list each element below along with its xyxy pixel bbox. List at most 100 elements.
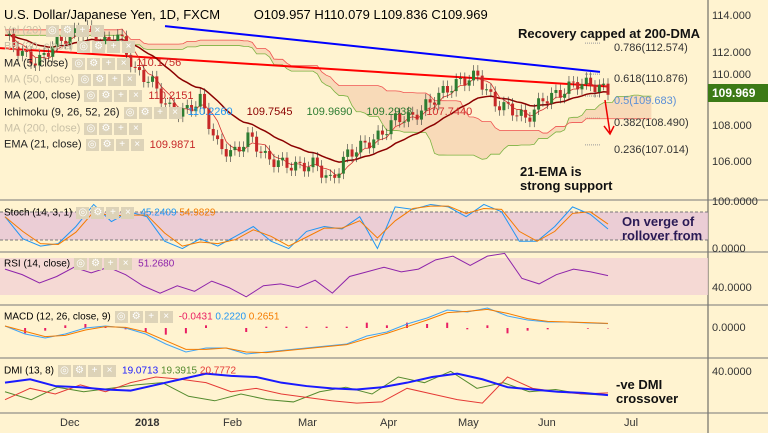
dmi-minus-line [4,376,609,404]
dmi-label[interactable]: DMI (13, 8) [4,365,55,377]
candle-body [337,173,341,178]
close-icon[interactable]: × [130,139,144,152]
eye-icon[interactable]: ◎ [72,57,86,70]
ichimoku-span-a [5,34,652,160]
indicator-value: 110.2151 [148,89,194,102]
candle-body [29,51,33,64]
candle-body [376,130,380,140]
gear-icon[interactable]: ⚙ [99,90,113,103]
indicator-label[interactable]: BB (20, close) [4,40,74,53]
indicator-value: 109.2938 [366,105,413,118]
close-icon[interactable]: × [168,106,182,119]
rsi-legend: RSI (14, close) ◎ ⚙ + × 51.2680 [4,258,175,270]
indicator-label[interactable]: MA (200, close) [4,89,81,102]
close-icon[interactable]: × [117,57,131,70]
gear-icon[interactable]: ⚙ [60,25,74,37]
stoch-label[interactable]: Stoch (14, 3, 1) [4,207,73,219]
close-icon[interactable]: × [129,122,143,135]
rsi-label[interactable]: RSI (14, close) [4,258,71,270]
stoch-axis-100: 100.0000 [712,196,758,208]
indicator-buttons[interactable]: ◎ ⚙ + × [78,73,138,86]
indicator-label[interactable]: MA (200, close) [4,122,81,135]
gear-icon[interactable]: ⚙ [138,106,152,119]
close-icon[interactable]: × [123,73,137,86]
eye-icon[interactable]: ◎ [123,106,137,119]
date-axis-label: Apr [380,417,398,429]
indicator-buttons[interactable]: ◎ ⚙ + × [84,122,144,135]
candle-body [532,109,536,122]
eye-icon[interactable]: ◎ [84,122,98,135]
indicator-buttons[interactable]: ◎ ⚙ + × [72,57,132,70]
candle-body [298,161,302,163]
close-icon[interactable]: × [122,41,136,54]
candle-body [476,70,480,76]
plus-icon[interactable]: + [115,139,129,152]
indicator-buttons[interactable]: ◎ ⚙ + × [77,40,137,54]
plus-icon[interactable]: + [108,73,122,86]
date-axis-label: 2018 [135,417,160,429]
macd-legend: MACD (12, 26, close, 9) ◎ ⚙ + × -0.0431 0.222… [4,311,280,323]
candle-body [576,82,580,90]
macd-label[interactable]: MACD (12, 26, close, 9) [4,311,111,323]
candle-body [150,76,154,82]
gear-icon[interactable]: ⚙ [99,122,113,135]
indicator-row: Vol (20) ◎ ⚙ + × [4,24,110,37]
candle-body [511,103,515,116]
candle-body [194,106,198,112]
candle-body [550,92,554,104]
candle-body [268,150,272,160]
plus-icon[interactable]: + [114,122,128,135]
symbol-title[interactable]: U.S. Dollar/Japanese Yen, 1D, FXCM [4,7,221,22]
date-axis-label: Jun [538,417,556,429]
rsi-value: 51.2680 [138,258,175,270]
candle-body [524,109,528,118]
candle-body [415,114,419,120]
candle-body [242,146,246,152]
candle-body [185,105,189,109]
plus-icon[interactable]: + [102,57,116,70]
candle-body [263,150,267,153]
candle-body [485,89,489,91]
candle-body [515,115,519,117]
candle-body [281,157,285,161]
candle-body [224,149,228,157]
eye-icon[interactable]: ◎ [45,25,59,37]
macd-signal-value: 0.2651 [248,311,280,323]
gear-icon[interactable]: ⚙ [87,57,101,70]
indicator-buttons[interactable]: ◎ ⚙ + × [84,89,144,103]
candle-body [72,28,76,34]
close-icon[interactable]: × [129,90,143,103]
indicator-label[interactable]: MA (50, close) [4,73,75,86]
candle-body [168,102,172,104]
eye-icon[interactable]: ◎ [85,139,99,152]
candle-body [320,165,324,178]
close-icon[interactable]: × [90,25,104,37]
candle-body [64,40,68,45]
indicator-label[interactable]: MA (5, close) [4,57,69,69]
plus-icon[interactable]: + [153,106,167,119]
gear-icon[interactable]: ⚙ [100,139,114,152]
plus-icon[interactable]: + [107,41,121,54]
gear-icon[interactable]: ⚙ [93,73,107,86]
candle-body [68,33,72,45]
indicator-label[interactable]: EMA (21, close) [4,138,82,151]
indicator-label[interactable]: Vol (20) [4,24,42,37]
eye-icon[interactable]: ◎ [84,90,98,103]
plus-icon[interactable]: + [75,25,89,37]
stoch-axis-0: 0.0000 [712,243,746,255]
gear-icon[interactable]: ⚙ [92,41,106,54]
candle-body [137,67,141,71]
plus-icon[interactable]: + [114,90,128,103]
candle-body [398,113,402,123]
eye-icon[interactable]: ◎ [77,41,91,54]
stoch-k-value: 45.2409 [140,207,177,219]
candle-body [207,108,211,129]
indicator-buttons[interactable]: ◎ ⚙ + × [85,138,146,152]
indicator-label[interactable]: Ichimoku (9, 26, 52, 26) [4,105,120,118]
candle-body [498,106,502,111]
eye-icon[interactable]: ◎ [78,73,92,86]
indicator-buttons[interactable]: ◎ ⚙ + × [45,24,106,37]
indicator-buttons[interactable]: ◎ ⚙ + × [123,106,184,119]
candle-body [7,33,11,36]
